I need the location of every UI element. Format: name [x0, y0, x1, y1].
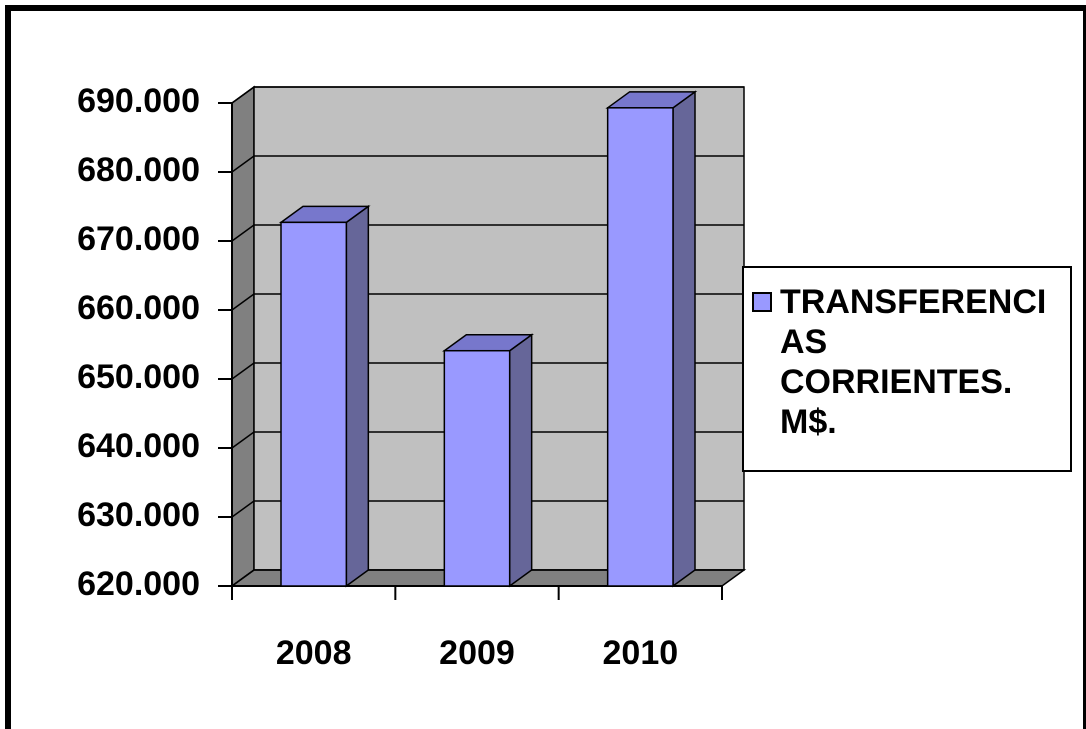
bar	[606, 107, 674, 587]
side-wall	[231, 85, 255, 588]
x-tick-label: 2010	[603, 634, 679, 672]
x-tick-label: 2009	[439, 634, 515, 672]
y-tick-label: 640.000	[77, 427, 200, 465]
bar-side	[345, 204, 370, 588]
grid-line	[231, 155, 744, 173]
grid-line	[231, 224, 744, 242]
x-tick-label: 2008	[276, 634, 352, 672]
legend-swatch	[752, 292, 772, 312]
grid-line	[231, 500, 744, 518]
y-tick-label: 670.000	[77, 220, 200, 258]
bar-side	[508, 333, 533, 588]
grid-line	[231, 569, 744, 587]
bar-side	[672, 90, 696, 588]
bar	[280, 221, 348, 587]
bar	[443, 349, 511, 587]
frame	[5, 5, 1086, 729]
y-tick-label: 650.000	[77, 358, 200, 396]
y-tick-label: 620.000	[77, 565, 200, 603]
y-tick-label: 690.000	[77, 82, 200, 120]
legend: TRANSFERENCIAS CORRIENTES. M$.	[742, 266, 1072, 472]
legend-label: TRANSFERENCIAS CORRIENTES. M$.	[780, 283, 1047, 441]
grid-line	[231, 431, 744, 449]
grid-line	[231, 362, 744, 380]
y-tick-label: 660.000	[77, 289, 200, 327]
grid-line	[231, 293, 744, 311]
grid-line	[231, 86, 744, 104]
y-tick-label: 630.000	[77, 496, 200, 534]
y-tick-label: 680.000	[77, 151, 200, 189]
